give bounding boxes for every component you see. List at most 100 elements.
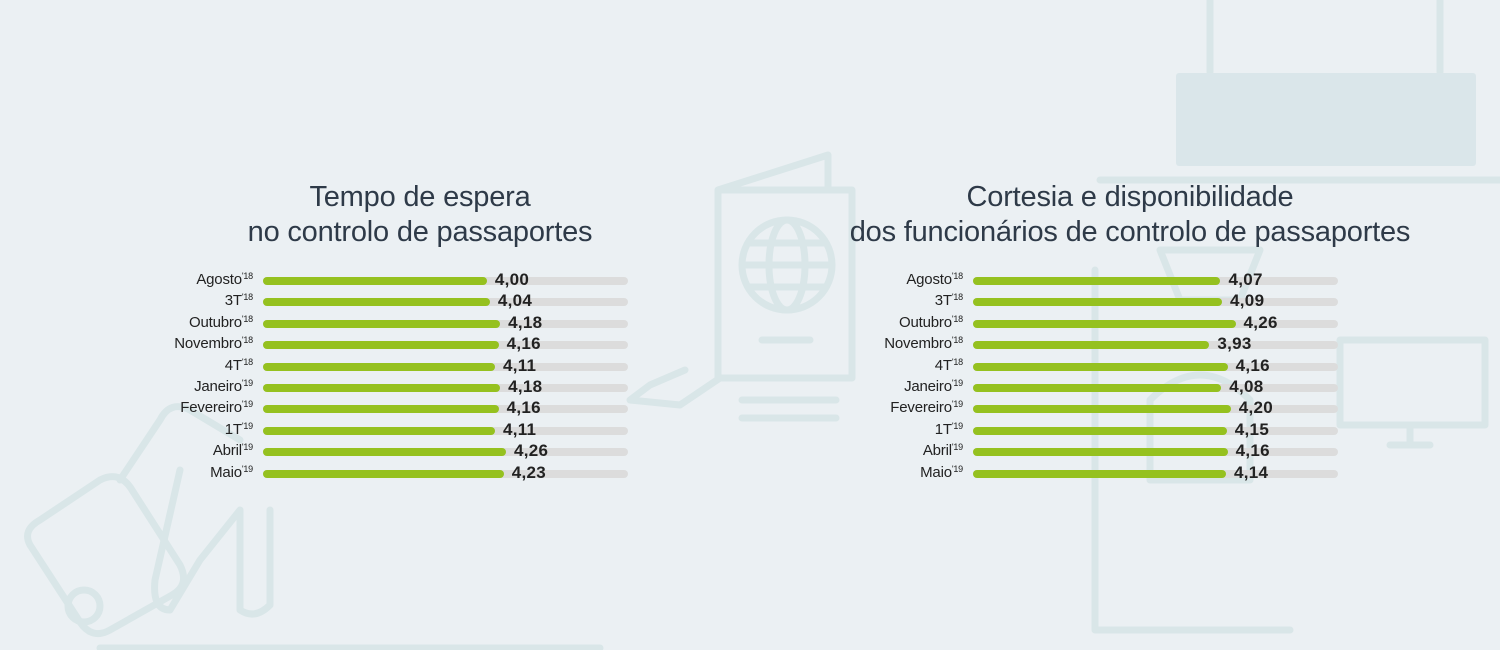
category-year: '18: [951, 313, 963, 324]
category-name: Maio: [210, 463, 242, 481]
bar-row: Novembro'18 4,16: [170, 334, 640, 355]
category-label: Janeiro'19: [904, 378, 963, 395]
bar: [263, 405, 499, 414]
value-label: 4,15: [1234, 419, 1270, 439]
bar-row: Maio'19 4,14: [840, 463, 1420, 484]
category-name: Fevereiro: [180, 399, 242, 417]
bar: [263, 469, 504, 478]
category-name: 1T: [934, 420, 952, 438]
category-year: '19: [241, 420, 253, 431]
category-name: Fevereiro: [890, 399, 952, 417]
bar-row: 4T'18 4,16: [840, 356, 1420, 377]
bar: [263, 277, 487, 285]
category-year: '18: [951, 356, 963, 367]
category-label: Fevereiro'19: [890, 399, 963, 416]
category-label: 3T'18: [935, 292, 963, 309]
category-label: 1T'19: [935, 421, 963, 438]
sign-board: [1176, 73, 1476, 166]
value-label: 4,04: [497, 291, 533, 311]
bar-row: 1T'19 4,11: [170, 420, 640, 441]
bar-row: Outubro'18 4,26: [840, 313, 1420, 334]
bar: [973, 319, 1236, 328]
category-year: '19: [951, 377, 963, 388]
category-year: '18: [241, 292, 253, 303]
chart-title: Tempo de espera no controlo de passaport…: [200, 180, 640, 250]
bar: [973, 469, 1226, 478]
category-name: Novembro: [884, 335, 952, 353]
value-label: 4,09: [1230, 291, 1265, 311]
category-name: Maio: [920, 463, 952, 481]
bar-row: Abril'19 4,26: [170, 441, 640, 462]
category-year: '19: [241, 377, 253, 388]
value-label: 4,07: [1228, 270, 1263, 289]
value-label: 4,18: [508, 376, 543, 396]
value-label: 4,16: [506, 334, 541, 354]
value-label: 3,93: [1217, 334, 1252, 354]
category-year: '19: [241, 399, 253, 410]
category-name: Agosto: [906, 271, 952, 288]
chart-title-line-1: Cortesia e disponibilidade: [966, 181, 1294, 213]
category-year: '18: [951, 335, 963, 346]
chart-staff-courtesy: Cortesia e disponibilidade dos funcionár…: [840, 180, 1420, 484]
bar: [973, 277, 1221, 285]
passport-icon: [714, 151, 856, 382]
bar: [263, 448, 506, 457]
bar-row: 3T'18 4,04: [170, 291, 640, 312]
chart-title-line-1: Tempo de espera: [309, 181, 531, 213]
monitor-icon: [1336, 336, 1489, 449]
bar-row: Agosto'18 4,00: [170, 270, 640, 291]
bar-row: 1T'19 4,15: [840, 420, 1420, 441]
value-label: 4,14: [1234, 462, 1269, 482]
category-name: Abril: [922, 442, 952, 460]
category-label: Outubro'18: [899, 314, 963, 331]
category-label: Agosto'18: [196, 271, 253, 288]
category-year: '19: [241, 463, 253, 474]
category-label: 4T'18: [225, 357, 253, 374]
bar-rows: Agosto'18 4,00 3T'18 4,04 Outubro'18 4,18 Nove…: [170, 270, 640, 484]
bar-row: Agosto'18 4,07: [840, 270, 1420, 291]
category-year: '18: [241, 356, 253, 367]
value-label: 4,26: [513, 441, 549, 461]
category-year: '19: [951, 420, 963, 431]
category-year: '18: [241, 335, 253, 346]
value-label: 4,16: [1235, 355, 1270, 375]
bar-row: Janeiro'19 4,18: [170, 377, 640, 398]
category-name: 4T: [934, 356, 952, 374]
bar-row: Fevereiro'19 4,16: [170, 398, 640, 419]
value-label: 4,26: [1243, 312, 1278, 332]
category-year: '18: [951, 271, 963, 281]
category-name: Janeiro: [194, 377, 242, 395]
category-name: Outubro: [189, 313, 242, 331]
bar-row: Novembro'18 3,93: [840, 334, 1420, 355]
category-year: '18: [241, 313, 253, 324]
category-label: Maio'19: [920, 464, 963, 481]
category-year: '19: [951, 442, 963, 453]
bar: [973, 341, 1210, 350]
value-label: 4,08: [1229, 376, 1264, 396]
category-label: Novembro'18: [884, 335, 963, 352]
category-label: Fevereiro'19: [180, 399, 253, 416]
value-label: 4,16: [506, 398, 541, 418]
category-label: 4T'18: [935, 357, 963, 374]
category-label: Janeiro'19: [194, 378, 253, 395]
bar: [263, 383, 501, 392]
value-label: 4,16: [1235, 441, 1270, 461]
bar: [973, 426, 1227, 435]
category-name: Outubro: [899, 313, 952, 331]
bar: [263, 341, 499, 350]
bar-row: 4T'18 4,11: [170, 356, 640, 377]
value-label: 4,23: [511, 462, 547, 482]
bar: [263, 362, 495, 371]
category-label: Novembro'18: [174, 335, 253, 352]
bar: [973, 448, 1228, 457]
bar-row: Janeiro'19 4,08: [840, 377, 1420, 398]
category-name: 4T: [224, 356, 242, 374]
bar-row: Maio'19 4,23: [170, 463, 640, 484]
category-year: '19: [241, 442, 253, 453]
category-label: Abril'19: [923, 442, 963, 459]
category-name: Novembro: [174, 335, 242, 353]
traveller-icon: [151, 466, 274, 618]
chart-passport-wait-time: Tempo de espera no controlo de passaport…: [170, 180, 640, 484]
category-label: Agosto'18: [906, 271, 963, 288]
category-name: 1T: [224, 420, 242, 438]
